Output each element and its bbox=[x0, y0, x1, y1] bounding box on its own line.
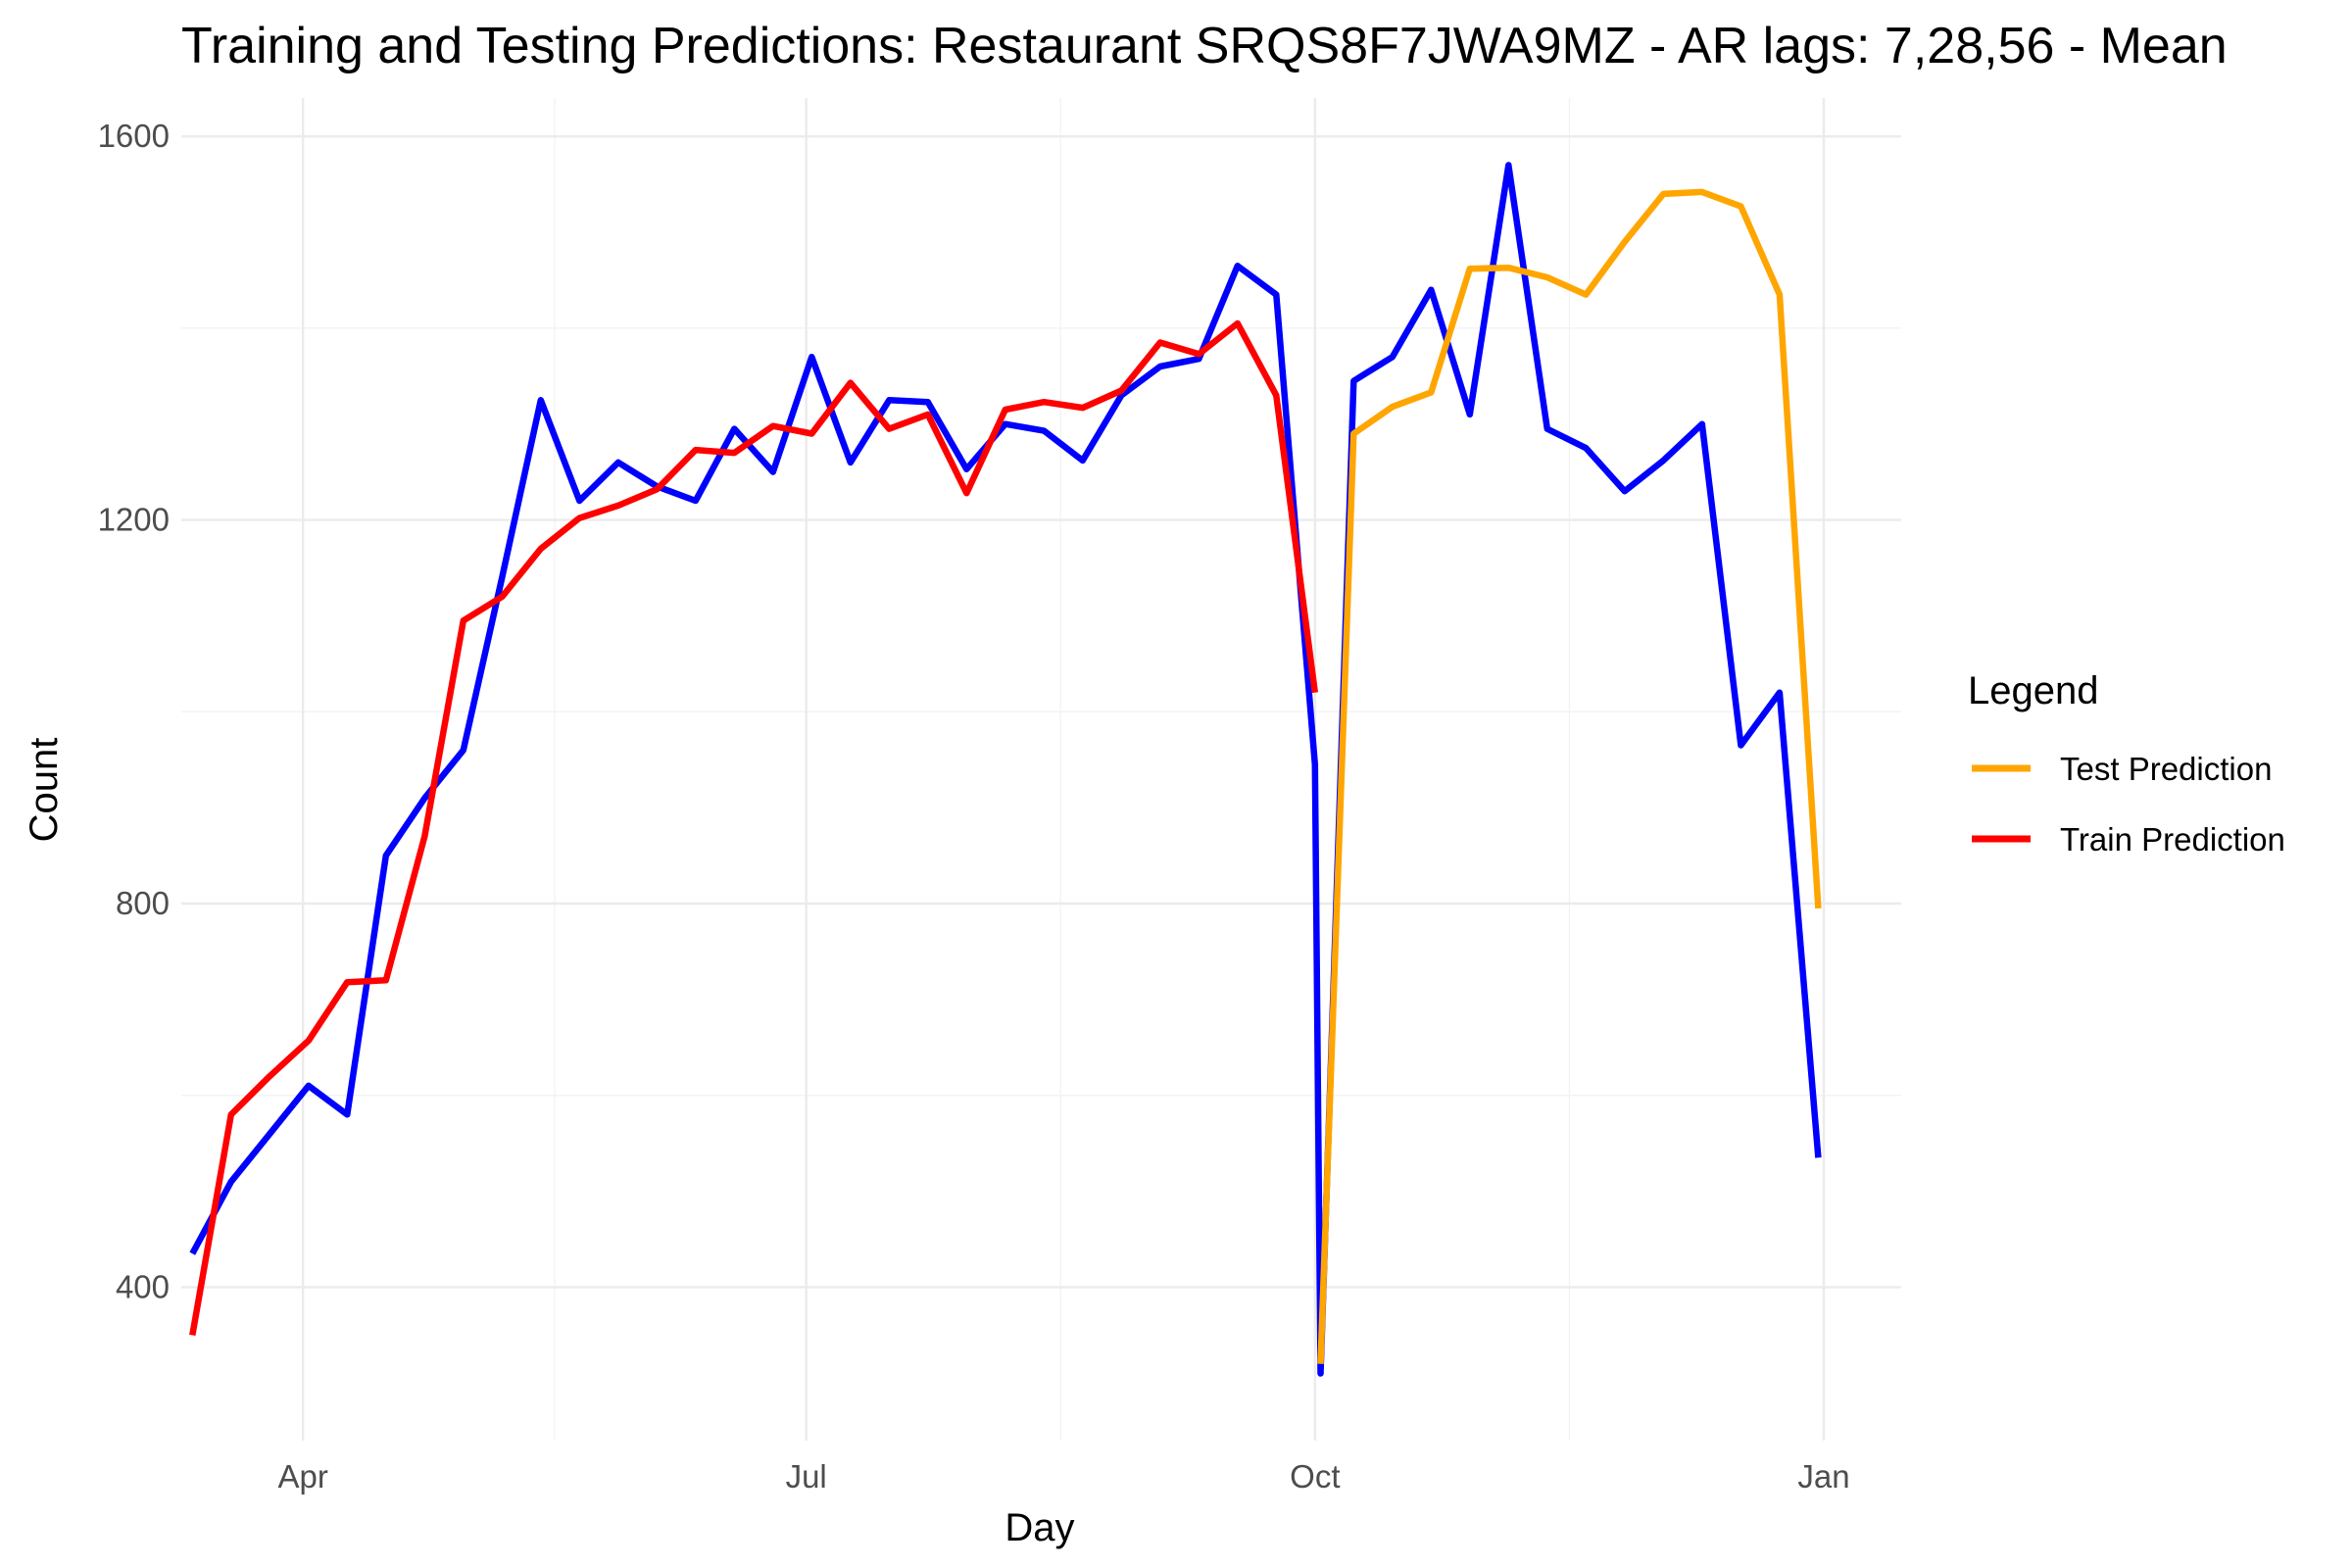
series-layer bbox=[189, 162, 1822, 1377]
x-tick-label: Apr bbox=[277, 1458, 327, 1494]
series-line-2 bbox=[189, 319, 1319, 1336]
legend-entries: Test Prediction Train Prediction bbox=[1972, 751, 2285, 858]
legend: Legend Test Prediction Train Prediction bbox=[1968, 669, 2285, 858]
x-axis-ticks: Apr Jul Oct Jan bbox=[277, 1458, 1849, 1494]
y-tick-label: 400 bbox=[116, 1268, 170, 1304]
x-axis-title: Day bbox=[1004, 1506, 1074, 1549]
x-tick-label: Oct bbox=[1290, 1458, 1340, 1494]
legend-title: Legend bbox=[1968, 669, 2098, 712]
y-axis-ticks: 400 800 1200 1600 bbox=[98, 118, 170, 1304]
y-axis-title: Count bbox=[23, 738, 66, 843]
plot-panel bbox=[181, 98, 1901, 1441]
y-tick-label: 1200 bbox=[98, 502, 170, 538]
legend-label: Test Prediction bbox=[2060, 751, 2272, 787]
series-line-3 bbox=[1317, 188, 1822, 1364]
legend-label: Train Prediction bbox=[2060, 821, 2285, 858]
y-tick-label: 800 bbox=[116, 885, 170, 921]
y-tick-label: 1600 bbox=[98, 118, 170, 154]
series-line-1 bbox=[189, 162, 1822, 1377]
x-tick-label: Jan bbox=[1797, 1458, 1849, 1494]
x-tick-label: Jul bbox=[786, 1458, 827, 1494]
chart-title: Training and Testing Predictions: Restau… bbox=[181, 18, 2228, 74]
